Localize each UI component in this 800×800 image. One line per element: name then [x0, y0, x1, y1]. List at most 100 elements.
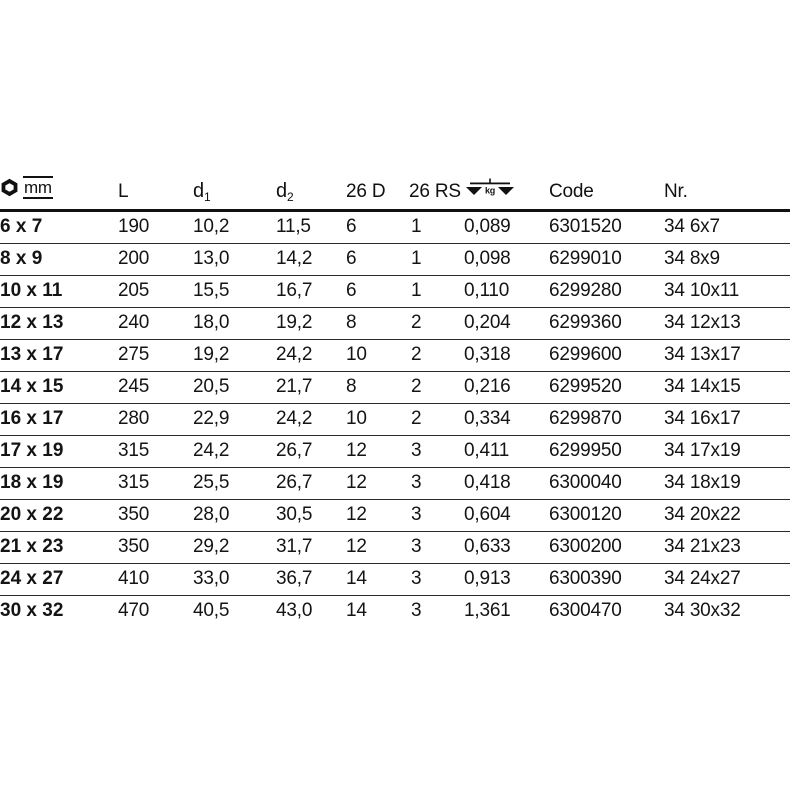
table-row: 30 x 32 470 40,5 43,0 14 3 1,361 6300470 34 30x3… [0, 595, 790, 627]
cell-length: 410 [118, 563, 193, 596]
cell-weight: 0,098 [464, 243, 549, 276]
cell-nr: 34 8x9 [664, 243, 790, 276]
cell-length: 200 [118, 243, 193, 276]
cell-d2: 11,5 [276, 210, 346, 244]
cell-weight: 0,604 [464, 499, 549, 532]
cell-size: 14 x 15 [0, 371, 118, 404]
cell-d1: 20,5 [193, 371, 276, 404]
cell-size: 24 x 27 [0, 563, 118, 596]
cell-26rs: 3 [409, 563, 464, 596]
cell-26rs: 3 [409, 467, 464, 500]
cell-weight: 0,089 [464, 210, 549, 244]
cell-code: 6300470 [549, 600, 622, 622]
cell-nr: 34 20x22 [664, 499, 790, 532]
cell-length: 205 [118, 275, 193, 308]
cell-length: 190 [118, 210, 193, 244]
cell-d2: 21,7 [276, 371, 346, 404]
cell-length: 240 [118, 307, 193, 340]
cell-length: 315 [118, 467, 193, 500]
cell-d2: 19,2 [276, 307, 346, 340]
cell-nr: 34 12x13 [664, 307, 790, 340]
cell-26rs: 3 [409, 435, 464, 468]
table-body: 6 x 7 190 10,2 11,5 6 1 0,089 6301520 34 6x7 8 x … [0, 210, 790, 627]
header-weight: kg [464, 176, 549, 210]
cell-size: 20 x 22 [0, 499, 118, 532]
cell-nr: 34 14x15 [664, 371, 790, 404]
cell-code: 6299520 [549, 371, 664, 404]
cell-code: 6301520 [549, 210, 664, 244]
cell-26rs: 3 [411, 600, 422, 622]
cell-nr: 34 17x19 [664, 435, 790, 468]
cell-d2: 24,2 [276, 339, 346, 372]
cell-code: 6299600 [549, 339, 664, 372]
header-26d: 26 D [346, 180, 386, 202]
cell-code: 6300040 [549, 467, 664, 500]
table-row: 6 x 7 190 10,2 11,5 6 1 0,089 6301520 34 6x7 [0, 210, 790, 244]
cell-d1: 22,9 [193, 403, 276, 436]
table-row: 12 x 13 240 18,0 19,2 8 2 0,204 6299360 34 12x13 [0, 307, 790, 340]
cell-weight: 0,633 [464, 531, 549, 564]
cell-26rs: 3 [409, 531, 464, 564]
header-d2-subscript: 2 [286, 189, 294, 204]
header-d2-base: d [276, 179, 287, 202]
cell-26rs: 2 [409, 339, 464, 372]
cell-26rs: 2 [409, 403, 464, 436]
cell-d1: 13,0 [193, 243, 276, 276]
header-26rs: 26 RS [409, 180, 461, 202]
cell-nr: 34 24x27 [664, 563, 790, 596]
cell-nr: 34 18x19 [664, 467, 790, 500]
svg-text:kg: kg [485, 185, 495, 195]
cell-d1: 19,2 [193, 339, 276, 372]
cell-d1: 10,2 [193, 210, 276, 244]
cell-d1: 24,2 [193, 435, 276, 468]
table-row: 10 x 11 205 15,5 16,7 6 1 0,110 6299280 34 10x11 [0, 275, 790, 308]
cell-length: 275 [118, 339, 193, 372]
header-nr: Nr. [664, 180, 688, 202]
cell-26d: 14 [346, 600, 367, 622]
cell-d1: 29,2 [193, 531, 276, 564]
cell-d1: 15,5 [193, 275, 276, 308]
cell-weight: 0,216 [464, 371, 549, 404]
header-length: L [118, 180, 129, 202]
cell-size: 8 x 9 [0, 243, 118, 276]
table-row: 8 x 9 200 13,0 14,2 6 1 0,098 6299010 34 8x9 [0, 243, 790, 276]
cell-26rs: 1 [409, 243, 464, 276]
cell-weight: 0,418 [464, 467, 549, 500]
table-row: 17 x 19 315 24,2 26,7 12 3 0,411 6299950 34 17x1… [0, 435, 790, 468]
header-code: Code [549, 180, 594, 202]
cell-26d: 12 [346, 435, 409, 468]
cell-26rs: 1 [409, 275, 464, 308]
cell-d2: 24,2 [276, 403, 346, 436]
cell-size: 21 x 23 [0, 531, 118, 564]
cell-length: 350 [118, 531, 193, 564]
cell-code: 6300120 [549, 499, 664, 532]
cell-weight: 0,318 [464, 339, 549, 372]
cell-size: 10 x 11 [0, 275, 118, 308]
cell-size: 30 x 32 [0, 600, 64, 622]
cell-d2: 36,7 [276, 563, 346, 596]
cell-26d: 10 [346, 403, 409, 436]
cell-nr: 34 30x32 [664, 600, 741, 622]
cell-d1: 18,0 [193, 307, 276, 340]
cell-d1: 33,0 [193, 563, 276, 596]
cell-d2: 14,2 [276, 243, 346, 276]
header-d1-base: d [193, 179, 204, 202]
cell-length: 350 [118, 499, 193, 532]
cell-d2: 26,7 [276, 467, 346, 500]
cell-length: 470 [118, 600, 150, 622]
table-header: mm L d1 d2 26 D 26 RS [0, 176, 790, 211]
cell-code: 6299280 [549, 275, 664, 308]
cell-26rs: 2 [409, 371, 464, 404]
cell-26d: 6 [346, 210, 409, 244]
table-header-row: mm L d1 d2 26 D 26 RS [0, 176, 790, 211]
cell-d1: 40,5 [193, 600, 230, 622]
cell-code: 6299870 [549, 403, 664, 436]
cell-26d: 6 [346, 243, 409, 276]
balance-scale-icon: kg [464, 178, 516, 200]
cell-26d: 8 [346, 371, 409, 404]
cell-d2: 26,7 [276, 435, 346, 468]
table-row: 21 x 23 350 29,2 31,7 12 3 0,633 6300200 34 21x2… [0, 531, 790, 564]
cell-nr: 34 21x23 [664, 531, 790, 564]
spec-table-container: mm L d1 d2 26 D 26 RS [0, 176, 800, 627]
cell-nr: 34 13x17 [664, 339, 790, 372]
